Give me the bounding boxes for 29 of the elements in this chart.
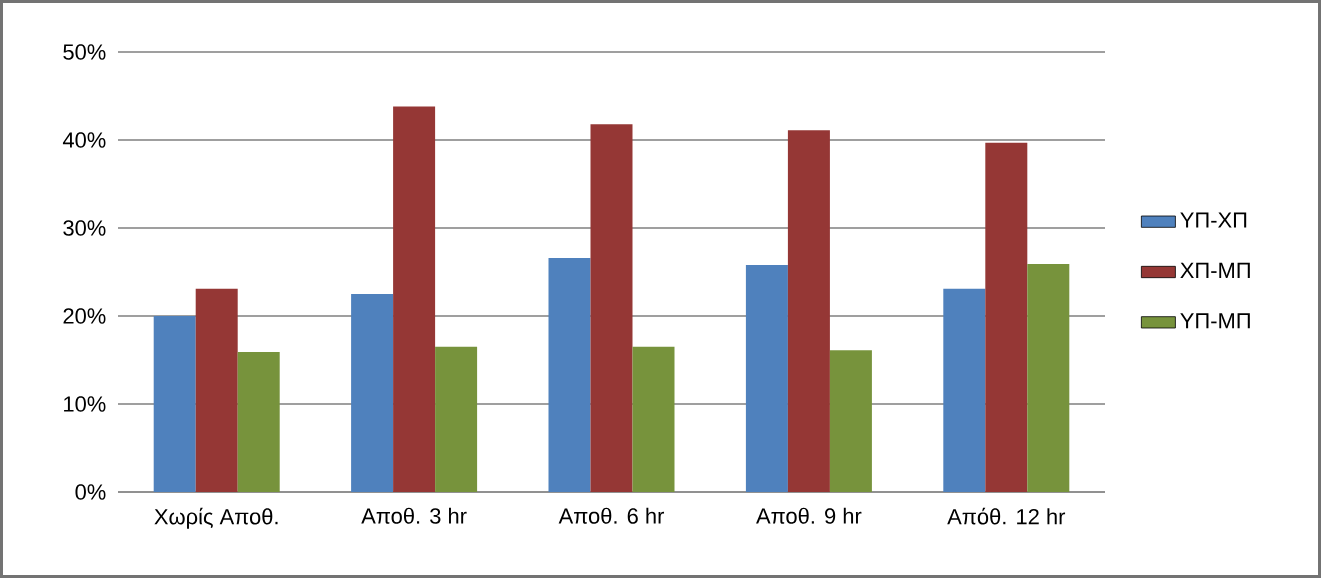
bar — [745, 264, 788, 492]
y-tick-label: 50% — [63, 44, 106, 60]
legend-label: ΥΠ-ΜΠ — [1180, 313, 1250, 329]
x-tick-label: Απόθ. 12 hr — [947, 507, 1066, 525]
bar — [829, 350, 872, 492]
bar — [985, 142, 1028, 492]
y-tick-label: 20% — [63, 308, 106, 324]
y-tick-label: 40% — [62, 132, 106, 148]
y-tick-label: 10% — [64, 396, 106, 412]
x-tick-label: Αποθ. 6 hr — [558, 507, 665, 524]
legend-label: ΥΠ-ΧΠ — [1180, 212, 1247, 228]
x-tick-label: Χωρίς Αποθ. — [154, 507, 278, 529]
bar — [195, 288, 238, 492]
y-tick-label: 0% — [75, 484, 106, 500]
bar — [943, 288, 986, 492]
x-tick-label: Αποθ. 3 hr — [361, 507, 467, 524]
bar — [435, 346, 478, 492]
bar — [393, 106, 436, 492]
legend-label: ΧΠ-ΜΠ — [1180, 262, 1250, 278]
y-tick-label: 30% — [63, 220, 106, 236]
bar — [787, 130, 830, 492]
x-tick-label: Αποθ. 9 hr — [756, 507, 862, 524]
bar — [1027, 264, 1070, 492]
bar — [351, 294, 394, 492]
bar — [590, 124, 633, 492]
bar — [237, 352, 280, 492]
bar — [153, 316, 196, 492]
bar — [632, 346, 675, 492]
bar — [548, 257, 591, 492]
